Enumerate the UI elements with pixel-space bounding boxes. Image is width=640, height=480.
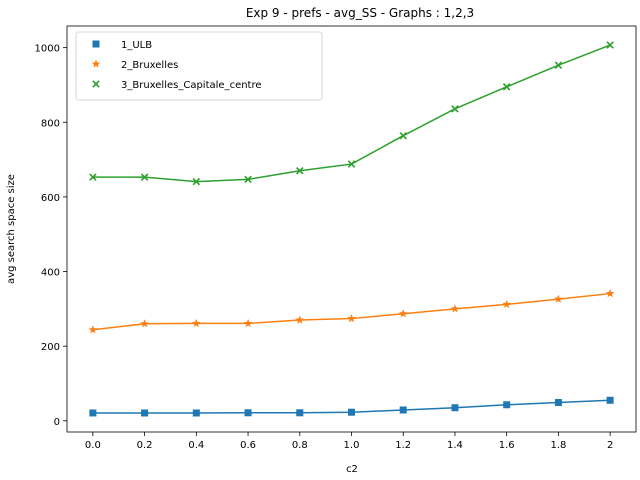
legend-marker <box>91 59 101 68</box>
data-point <box>605 289 615 298</box>
x-marker-stroke <box>192 177 201 186</box>
y-axis-label: avg search space size <box>6 174 17 284</box>
x-marker-stroke <box>89 173 97 181</box>
x-tick-label: 0.2 <box>137 440 153 451</box>
data-point <box>450 304 460 313</box>
x-tick-label: 1.6 <box>499 440 515 451</box>
chart-title: Exp 9 - prefs - avg_SS - Graphs : 1,2,3 <box>246 6 474 20</box>
series-layer <box>88 41 615 417</box>
data-point <box>399 131 407 140</box>
data-point <box>554 61 563 69</box>
x-marker-stroke <box>451 105 459 113</box>
data-point <box>192 318 201 328</box>
y-tick-label: 600 <box>41 193 60 204</box>
x-marker-stroke <box>244 175 252 184</box>
data-point <box>502 299 511 309</box>
x-tick-label: 1.2 <box>395 440 411 451</box>
data-point <box>502 83 511 91</box>
legend-marker <box>92 80 100 88</box>
data-point <box>503 401 511 409</box>
data-point <box>348 408 355 416</box>
y-tick-label: 200 <box>41 342 60 353</box>
data-point <box>296 409 304 417</box>
x-marker-stroke <box>502 83 511 91</box>
legend-entry: 3_Bruxelles_Capitale_centre <box>121 80 262 91</box>
x-tick-label: 1.8 <box>550 440 566 451</box>
y-tick-label: 400 <box>41 268 60 279</box>
x-tick-label: 2 <box>607 440 613 451</box>
x-tick-label: 0.6 <box>240 440 256 451</box>
legend-entry: 1_ULB <box>121 40 152 51</box>
data-point <box>89 409 97 417</box>
data-point <box>295 315 305 324</box>
x-tick-label: 0.0 <box>85 440 101 451</box>
series-1_ULB <box>89 396 614 417</box>
data-point <box>243 318 253 328</box>
data-point <box>398 309 408 318</box>
data-point <box>606 396 614 404</box>
legend-entry: 2_Bruxelles <box>121 60 178 71</box>
y-axis: 0 200 400 600 800 1000 <box>35 44 67 428</box>
x-marker-stroke <box>554 61 563 69</box>
x-marker-stroke <box>296 167 304 175</box>
x-marker-stroke <box>399 131 407 140</box>
x-axis: 0.0 0.2 0.4 0.6 0.8 1.0 1.2 1.4 1.6 1.8 2 <box>85 432 613 451</box>
series-3_Bruxelles_Capitale_centre <box>89 41 614 186</box>
x-marker-stroke <box>347 160 356 168</box>
legend: 1_ULB 2_Bruxelles 3_Bruxelles_Capitale_cen… <box>75 31 323 101</box>
data-point <box>554 399 562 407</box>
x-marker-stroke <box>92 80 100 88</box>
legend-box <box>75 31 323 101</box>
x-tick-label: 0.8 <box>292 440 308 451</box>
x-tick-label: 1.4 <box>447 440 463 451</box>
data-point <box>347 314 356 323</box>
data-point <box>244 175 252 184</box>
data-point <box>244 409 252 417</box>
x-tick-label: 0.4 <box>188 440 204 451</box>
data-point <box>296 167 304 175</box>
data-point <box>347 160 356 168</box>
y-tick-label: 0 <box>54 417 60 428</box>
data-point <box>89 173 97 181</box>
data-point <box>554 294 563 303</box>
data-point <box>140 319 149 328</box>
x-marker-stroke <box>140 173 149 181</box>
legend-marker <box>92 40 100 48</box>
data-point <box>399 406 407 414</box>
data-point <box>451 404 459 412</box>
data-point <box>192 177 201 186</box>
data-point <box>606 41 614 49</box>
data-point <box>141 409 149 417</box>
x-marker-stroke <box>606 41 614 49</box>
data-point <box>88 325 98 334</box>
series-2_Bruxelles <box>88 289 615 334</box>
x-axis-label: c2 <box>346 464 358 475</box>
y-tick-label: 800 <box>41 118 60 129</box>
data-point <box>192 409 200 417</box>
data-point <box>140 173 149 181</box>
x-tick-label: 1.0 <box>344 440 360 451</box>
data-point <box>451 105 459 113</box>
y-tick-label: 1000 <box>35 44 60 55</box>
